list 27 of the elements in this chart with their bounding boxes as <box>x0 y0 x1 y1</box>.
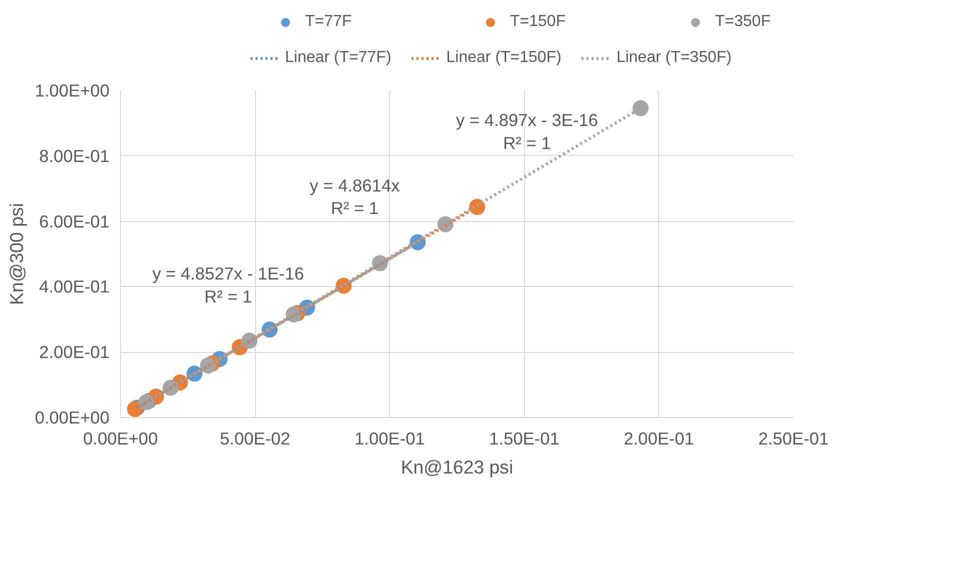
point <box>632 100 649 116</box>
y-tick-label: 1.00E+00 <box>34 80 110 100</box>
annotation: y = 4.897x - 3E-16 <box>456 110 598 130</box>
annotation: y = 4.8614x <box>310 175 400 196</box>
legend-label: Linear (T=77F) <box>285 49 392 67</box>
annotation: y = 4.8527x - 1E-16 <box>152 264 304 284</box>
legend-label: T=350F <box>715 13 772 31</box>
x-tick-label: 0.00E+00 <box>83 428 158 448</box>
annotation: R² = 1 <box>330 198 379 218</box>
x-tick-label: 5.00E-02 <box>220 428 290 448</box>
x-axis-title: Kn@1623 psi <box>400 456 514 478</box>
y-tick-label: 4.00E-01 <box>39 276 110 297</box>
annotation: R² = 1 <box>204 286 252 307</box>
x-tick-label: 2.50E-01 <box>758 428 829 448</box>
annotation: R² = 1 <box>503 132 551 153</box>
legend-label: T=77F <box>305 13 353 31</box>
x-tick-label: 1.00E-01 <box>354 428 425 448</box>
x-tick-label: 1.50E-01 <box>489 428 560 448</box>
y-tick-label: 8.00E-01 <box>39 146 110 166</box>
y-tick-label: 6.00E-01 <box>39 211 110 232</box>
legend-label: Linear (T=350F) <box>616 49 732 67</box>
legend-label: Linear (T=150F) <box>446 49 562 67</box>
legend-label: T=150F <box>510 13 567 31</box>
y-tick-label: 0.00E+00 <box>34 408 110 428</box>
y-tick-label: 2.00E-01 <box>39 342 110 362</box>
y-axis-title: Kn@300 psi <box>6 203 27 305</box>
x-tick-label: 2.00E-01 <box>624 428 694 448</box>
